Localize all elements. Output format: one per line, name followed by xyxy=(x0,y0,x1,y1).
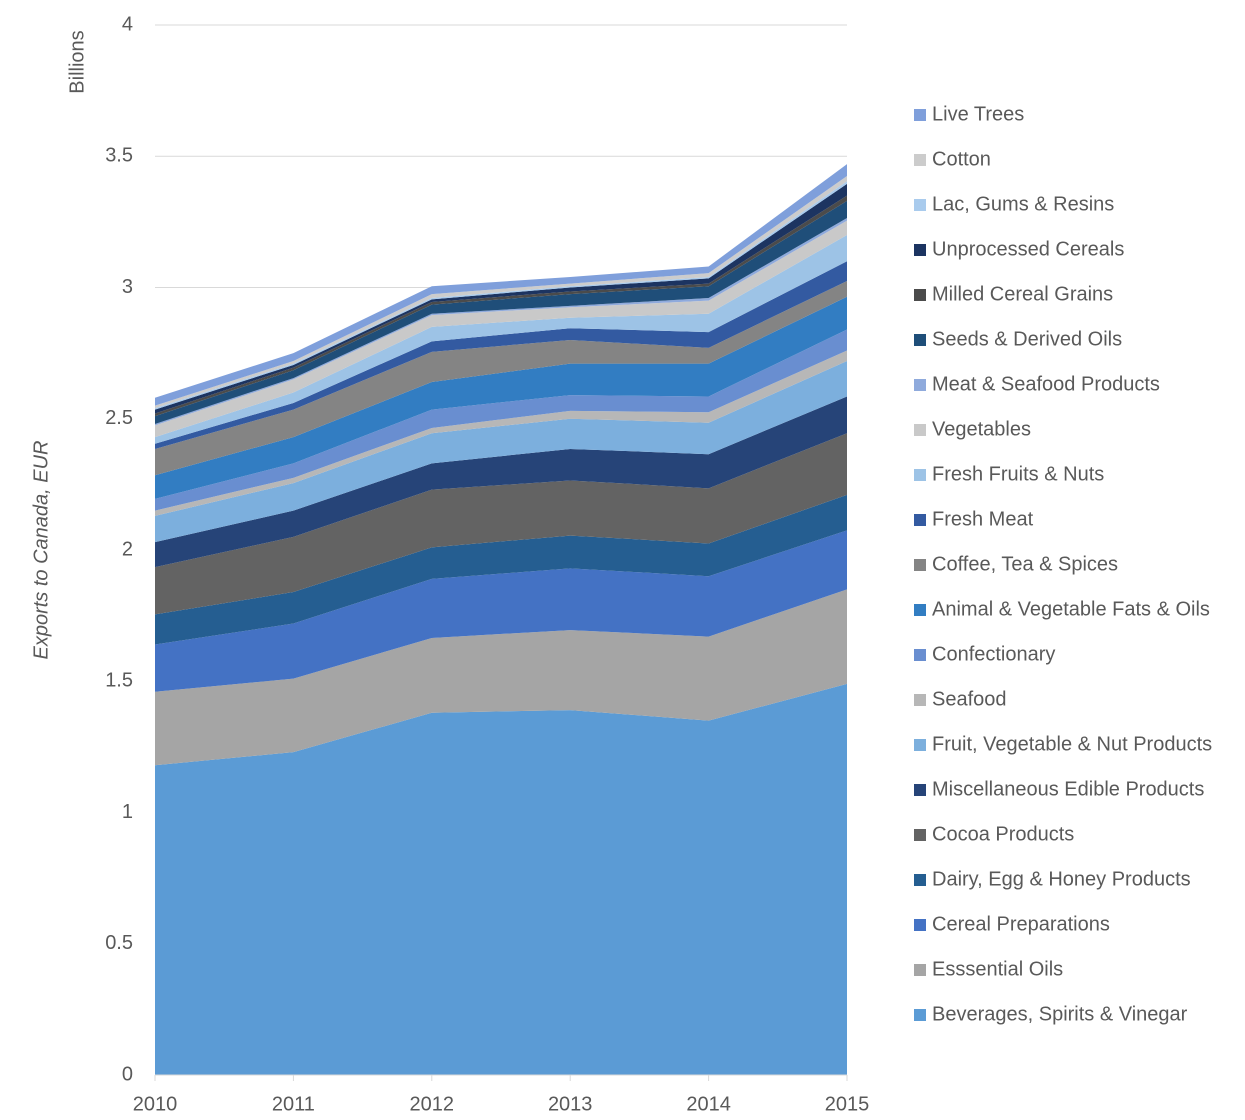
y-tick-label: 2.5 xyxy=(105,407,133,429)
legend-label: Unprocessed Cereals xyxy=(932,238,1124,260)
y-tick-label: 3 xyxy=(122,276,133,298)
legend-label: Meat & Seafood Products xyxy=(932,373,1160,395)
x-tick-label: 2013 xyxy=(548,1093,593,1115)
legend-label: Esssential Oils xyxy=(932,958,1063,980)
y-tick-label: 0 xyxy=(122,1063,133,1085)
legend-label: Live Trees xyxy=(932,103,1024,125)
legend-label: Vegetables xyxy=(932,418,1031,440)
area xyxy=(155,329,847,511)
legend-swatch xyxy=(914,649,926,661)
legend-label: Miscellaneous Edible Products xyxy=(932,778,1204,800)
legend-swatch xyxy=(914,334,926,346)
legend-swatch xyxy=(914,739,926,751)
legend-swatch xyxy=(914,829,926,841)
legend-swatch xyxy=(914,559,926,571)
x-tick-label: 2012 xyxy=(410,1093,455,1115)
area xyxy=(155,396,847,568)
y-tick-label: 3.5 xyxy=(105,145,133,167)
area xyxy=(155,175,847,409)
area xyxy=(155,164,847,406)
legend-swatch xyxy=(914,694,926,706)
legend-label: Seafood xyxy=(932,688,1007,710)
y-tick-label: 1 xyxy=(122,801,133,823)
x-tick-label: 2014 xyxy=(686,1093,731,1115)
y-axis-title: Exports to Canada, EUR xyxy=(30,441,52,660)
area xyxy=(155,183,847,414)
y-tick-label: 0.5 xyxy=(105,932,133,954)
area xyxy=(155,181,847,410)
area xyxy=(155,350,847,516)
area xyxy=(155,589,847,766)
legend-label: Fresh Fruits & Nuts xyxy=(932,463,1104,485)
area xyxy=(155,494,847,645)
legend-swatch xyxy=(914,469,926,481)
area xyxy=(155,530,847,692)
legend-label: Fruit, Vegetable & Nut Products xyxy=(932,733,1212,755)
legend-label: Beverages, Spirits & Vinegar xyxy=(932,1003,1188,1025)
legend-label: Milled Cereal Grains xyxy=(932,283,1113,305)
area xyxy=(155,683,847,1075)
y-tick-label: 1.5 xyxy=(105,670,133,692)
legend-swatch xyxy=(914,109,926,121)
legend-swatch xyxy=(914,379,926,391)
legend-swatch xyxy=(914,199,926,211)
legend-label: Cereal Preparations xyxy=(932,913,1110,935)
legend-label: Dairy, Egg & Honey Products xyxy=(932,868,1191,890)
y-tick-label: 4 xyxy=(122,13,133,35)
legend-label: Fresh Meat xyxy=(932,508,1034,530)
x-tick-label: 2010 xyxy=(133,1093,178,1115)
area xyxy=(155,235,847,444)
legend-swatch xyxy=(914,919,926,931)
legend-swatch xyxy=(914,514,926,526)
area xyxy=(155,280,847,476)
x-tick-label: 2011 xyxy=(272,1093,315,1115)
legend-label: Seeds & Derived Oils xyxy=(932,328,1122,350)
legend-swatch xyxy=(914,964,926,976)
legend-label: Lac, Gums & Resins xyxy=(932,193,1114,215)
legend-label: Confectionary xyxy=(932,643,1055,665)
legend-swatch xyxy=(914,424,926,436)
y-unit-label: Billions xyxy=(66,30,88,93)
legend-label: Coffee, Tea & Spices xyxy=(932,553,1118,575)
legend-label: Cocoa Products xyxy=(932,823,1074,845)
area xyxy=(155,433,847,615)
legend-swatch xyxy=(914,244,926,256)
legend-swatch xyxy=(914,1009,926,1021)
legend-swatch xyxy=(914,154,926,166)
legend-swatch xyxy=(914,604,926,616)
legend-label: Cotton xyxy=(932,148,991,170)
area xyxy=(155,361,847,543)
x-tick-label: 2015 xyxy=(825,1093,870,1115)
legend-swatch xyxy=(914,289,926,301)
y-tick-label: 2 xyxy=(122,538,133,560)
area xyxy=(155,296,847,499)
legend-swatch xyxy=(914,874,926,886)
legend-swatch xyxy=(914,784,926,796)
legend-label: Animal & Vegetable Fats & Oils xyxy=(932,598,1210,620)
